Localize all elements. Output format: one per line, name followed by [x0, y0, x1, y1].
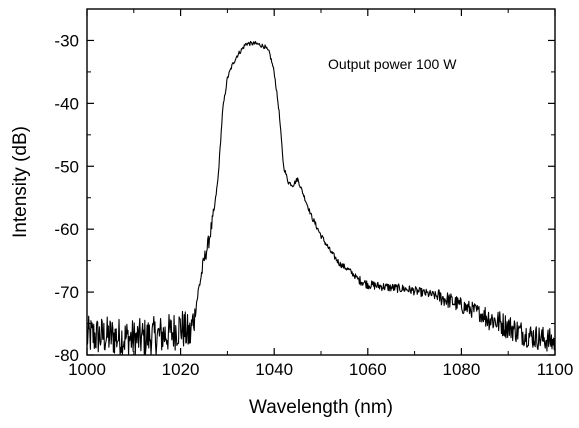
axis-ticks: 1000 1020 1040 1060 1080 1100 -80 -70 -60 -50 -40 -… — [54, 9, 573, 379]
x-tick-label: 1060 — [349, 360, 387, 379]
y-tick-label: -60 — [54, 220, 79, 239]
x-tick-label: 1080 — [442, 360, 480, 379]
y-tick-label: -50 — [54, 157, 79, 176]
output-power-annotation: Output power 100 W — [328, 56, 457, 72]
y-tick-label: -70 — [54, 283, 79, 302]
x-axis-title: Wavelength (nm) — [249, 397, 393, 418]
y-tick-label: -30 — [54, 31, 79, 50]
plot-area — [86, 40, 556, 356]
spectrum-series-line-0 — [86, 40, 556, 356]
plot-frame — [86, 8, 556, 356]
y-axis-title: Intensity (dB) — [10, 126, 31, 238]
x-tick-label: 1100 — [537, 360, 574, 379]
x-tick-label: 1000 — [68, 360, 106, 379]
x-tick-label: 1040 — [255, 360, 293, 379]
y-tick-label: -40 — [54, 94, 79, 113]
y-tick-label: -80 — [54, 346, 79, 365]
x-tick-label: 1020 — [162, 360, 200, 379]
